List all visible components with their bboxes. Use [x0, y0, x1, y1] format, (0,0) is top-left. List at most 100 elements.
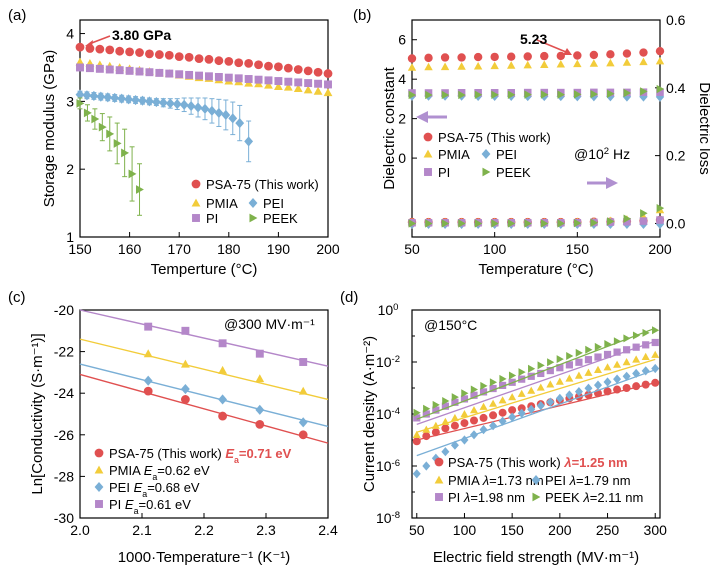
data-point: [457, 53, 466, 62]
annotation-arrowhead: [563, 48, 572, 55]
data-point: [491, 90, 499, 99]
data-point: [450, 413, 459, 422]
legend-marker: [434, 475, 444, 484]
legend-label: PSA-75 (This work) λ=1.25 nm: [448, 455, 628, 470]
data-point: [489, 378, 498, 387]
data-point: [585, 345, 593, 354]
text-part: 0.68 eV: [155, 480, 200, 495]
data-point: [221, 109, 231, 120]
data-point: [507, 61, 516, 69]
data-point: [623, 217, 631, 226]
data-point: [623, 88, 632, 98]
text-part: =: [147, 480, 155, 495]
data-point: [606, 50, 615, 59]
fit-line: [79, 309, 329, 367]
condition-label: @150°C: [424, 317, 477, 333]
data-point: [573, 218, 582, 228]
text-part: PI: [448, 490, 460, 505]
text-part: =: [157, 463, 165, 478]
data-point: [613, 360, 622, 368]
data-point: [106, 129, 115, 139]
data-point: [584, 383, 593, 393]
data-point: [470, 416, 478, 425]
data-point: [607, 217, 615, 226]
legend-label: PMIA Ea=0.62 eV: [109, 463, 210, 482]
data-point: [622, 49, 632, 58]
y2-tick-label: 0.6: [666, 12, 686, 28]
data-point: [547, 358, 555, 367]
legend-marker: [481, 148, 491, 160]
data-point: [283, 63, 293, 73]
data-point: [193, 102, 203, 113]
data-point: [204, 54, 214, 64]
legend-marker: [532, 492, 541, 502]
data-point: [76, 99, 85, 108]
y-tick-label: -20: [54, 302, 74, 318]
text-part: 1.79 nm: [584, 473, 631, 488]
data-point: [566, 352, 574, 361]
data-point: [451, 393, 459, 402]
data-point: [264, 61, 273, 71]
data-point: [460, 395, 469, 403]
data-point: [424, 62, 433, 71]
data-point: [639, 57, 648, 66]
data-point: [75, 42, 85, 52]
data-point: [573, 90, 582, 99]
data-point: [228, 113, 238, 124]
text-part: PSA-75 (This work): [448, 455, 561, 470]
data-point: [181, 383, 190, 395]
data-point: [632, 355, 641, 363]
data-point: [298, 386, 308, 395]
x-axis-label: Temperture (°C): [151, 261, 258, 278]
text-part: λ: [582, 490, 589, 505]
text-part: E: [134, 480, 143, 495]
data-point: [470, 385, 478, 394]
text-part: Hz: [609, 146, 630, 162]
panel-b-frame: [411, 19, 661, 238]
data-point: [98, 122, 107, 132]
data-point: [641, 352, 650, 360]
data-point: [546, 380, 555, 388]
data-point: [293, 65, 303, 74]
text-part: λ: [563, 455, 571, 470]
data-point: [323, 69, 333, 78]
data-point: [594, 380, 602, 390]
data-point: [408, 90, 417, 100]
annotation-arrowhead: [85, 40, 93, 47]
data-point: [425, 90, 433, 100]
data-point: [508, 412, 517, 422]
data-point: [135, 48, 144, 57]
data-point: [254, 60, 263, 70]
data-point: [473, 61, 483, 70]
data-point: [205, 72, 213, 81]
data-point: [640, 209, 648, 218]
data-point: [284, 77, 293, 86]
axis-arrow-left-head: [416, 111, 428, 123]
x-axis-label: Temperature (°C): [478, 261, 593, 278]
data-point: [613, 348, 621, 356]
data-point: [181, 395, 190, 404]
text-part: 0: [393, 302, 398, 313]
legend-label: PEI λ=1.79 nm: [545, 473, 631, 488]
y-tick-label: 10-6: [376, 458, 400, 475]
data-point: [458, 219, 466, 228]
text-part: =: [576, 473, 584, 488]
data-point: [184, 52, 194, 62]
text-part: =: [139, 497, 147, 512]
text-part: 1.73 nm: [497, 473, 544, 488]
data-point: [540, 219, 549, 228]
fit-line: [416, 369, 656, 457]
data-point: [172, 99, 182, 110]
data-point: [479, 388, 488, 396]
text-part: PEEK: [545, 490, 580, 505]
text-part: λ: [463, 490, 470, 505]
y-axis-label: Storage modulus (GPa): [41, 50, 58, 208]
axis-arrow-right-head: [606, 177, 618, 189]
panel-c-label: (c): [8, 289, 26, 306]
data-point: [574, 371, 583, 379]
data-point: [508, 393, 517, 401]
text-part: 0.61 eV: [146, 497, 191, 512]
data-point: [603, 377, 612, 387]
data-point: [556, 51, 565, 61]
data-point: [603, 363, 612, 371]
